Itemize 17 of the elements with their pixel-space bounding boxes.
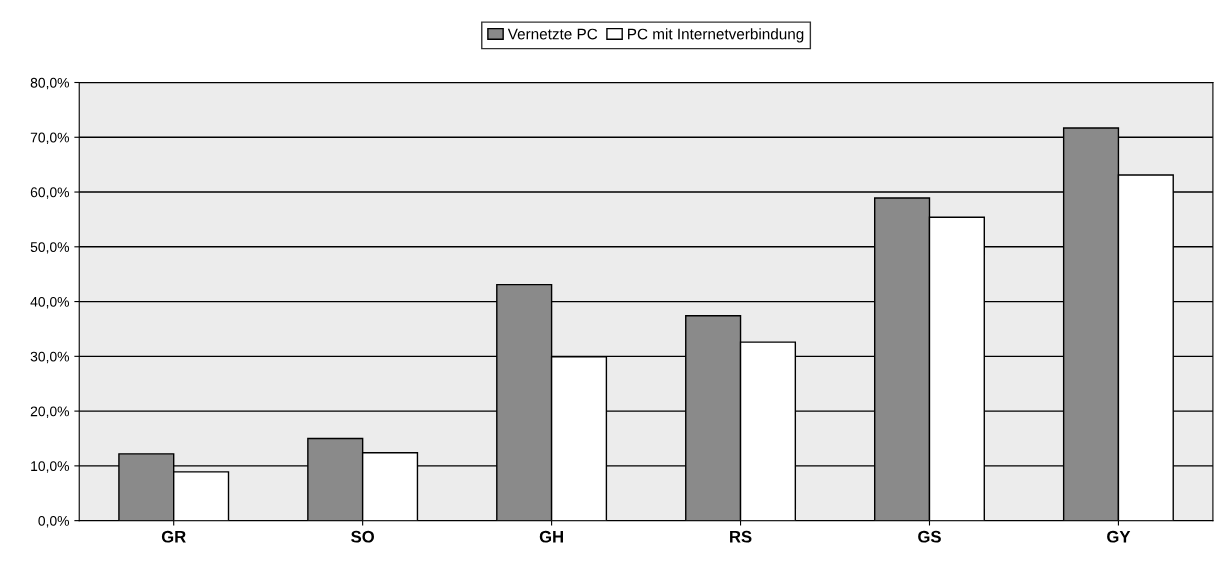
x-tick-label: GR bbox=[161, 530, 186, 543]
x-tick-label: RS bbox=[730, 530, 752, 543]
y-tick-label: 10,0% bbox=[31, 461, 70, 473]
x-tick-label: SO bbox=[351, 530, 374, 543]
x-tick-label: GH bbox=[539, 530, 563, 543]
x-tick-label: GS bbox=[918, 530, 941, 543]
y-tick-label: 30,0% bbox=[30, 351, 70, 364]
legend-label: PC mit Internetverbindung bbox=[628, 28, 804, 43]
y-tick-label: 20,0% bbox=[30, 406, 70, 418]
y-tick-label: 40,0% bbox=[30, 296, 70, 309]
y-tick-label: 80,0% bbox=[30, 77, 70, 90]
y-tick-label: 0,0% bbox=[38, 515, 70, 528]
y-tick-label: 60,0% bbox=[30, 187, 70, 199]
legend-label: Vernetzte PC bbox=[507, 28, 598, 40]
x-tick-label: GY bbox=[1107, 530, 1131, 543]
y-tick-label: 50,0% bbox=[30, 242, 70, 254]
y-tick-label: 70,0% bbox=[30, 132, 70, 145]
